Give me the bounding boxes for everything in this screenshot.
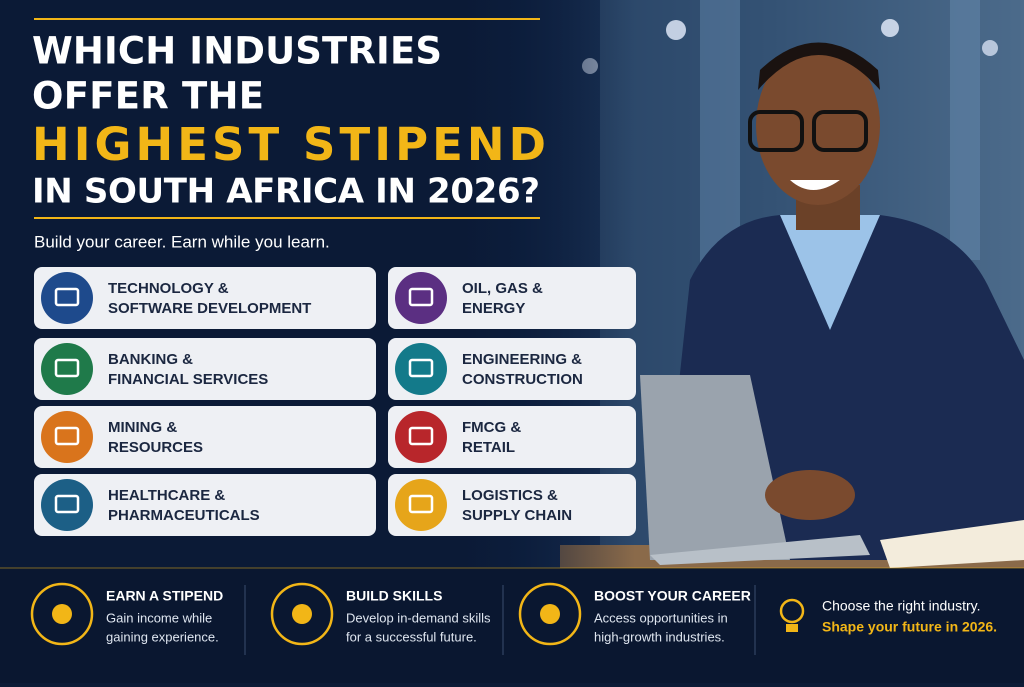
footer-text: gaining experience. [106, 629, 219, 644]
footer-title: BOOST YOUR CAREER [594, 588, 751, 604]
icon-glyph [408, 494, 434, 514]
industry-label: OIL, GAS & [462, 280, 543, 297]
industry-card [34, 338, 376, 400]
title-line: OFFER THE [32, 75, 264, 118]
industry-icon [41, 272, 93, 324]
industry-icon [41, 343, 93, 395]
industry-label: TECHNOLOGY & [108, 280, 229, 297]
industry-label: CONSTRUCTION [462, 371, 583, 388]
footer-icon [270, 582, 334, 646]
industry-icon [395, 272, 447, 324]
footer-text: for a successful future. [346, 629, 477, 644]
bulb-icon [779, 598, 805, 624]
industry-card [388, 474, 636, 536]
footer-icon-glyph [52, 604, 72, 624]
industry-label: BANKING & [108, 351, 193, 368]
footer-icon-glyph [540, 604, 560, 624]
industry-icon [395, 411, 447, 463]
icon-glyph [408, 426, 434, 446]
footer-icon [518, 582, 582, 646]
industry-card [388, 406, 636, 468]
industry-icon [41, 411, 93, 463]
industry-label: PHARMACEUTICALS [108, 507, 260, 524]
closing-line: Choose the right industry. [822, 598, 981, 614]
footer-text: Gain income while [106, 610, 212, 625]
footer-text: Develop in-demand skills [346, 610, 491, 625]
industry-label: ENGINEERING & [462, 351, 582, 368]
footer-text: high-growth industries. [594, 629, 725, 644]
industry-label: ENERGY [462, 300, 525, 317]
industry-label: FINANCIAL SERVICES [108, 371, 268, 388]
industry-card [34, 406, 376, 468]
footer-band [0, 568, 1024, 683]
industry-icon [41, 479, 93, 531]
icon-glyph [54, 494, 80, 514]
icon-glyph [54, 287, 80, 307]
closing-highlight: Shape your future in 2026. [822, 619, 997, 635]
industry-card [34, 474, 376, 536]
industry-label: SOFTWARE DEVELOPMENT [108, 300, 311, 317]
industry-label: FMCG & [462, 419, 521, 436]
industry-label: HEALTHCARE & [108, 487, 225, 504]
subtitle: Build your career. Earn while you learn. [34, 232, 330, 251]
icon-glyph [408, 287, 434, 307]
icon-glyph [54, 358, 80, 378]
footer-title: BUILD SKILLS [346, 588, 442, 604]
industry-icon [395, 479, 447, 531]
industry-label: LOGISTICS & [462, 487, 558, 504]
industry-label: RESOURCES [108, 439, 203, 456]
industry-card [388, 267, 636, 329]
footer-icon [30, 582, 94, 646]
title-line: WHICH INDUSTRIES [32, 30, 442, 73]
title-line: IN SOUTH AFRICA IN 2026? [32, 172, 540, 212]
industry-icon [395, 343, 447, 395]
bulb-base [786, 624, 798, 632]
icon-glyph [54, 426, 80, 446]
industry-card [34, 267, 376, 329]
industry-card [388, 338, 636, 400]
title-highlight: HIGHEST STIPEND [32, 118, 546, 171]
industry-label: MINING & [108, 419, 177, 436]
footer-title: EARN A STIPEND [106, 588, 223, 604]
industry-label: SUPPLY CHAIN [462, 507, 572, 524]
footer-icon-glyph [292, 604, 312, 624]
icon-glyph [408, 358, 434, 378]
footer-text: Access opportunities in [594, 610, 728, 625]
industry-label: RETAIL [462, 439, 515, 456]
